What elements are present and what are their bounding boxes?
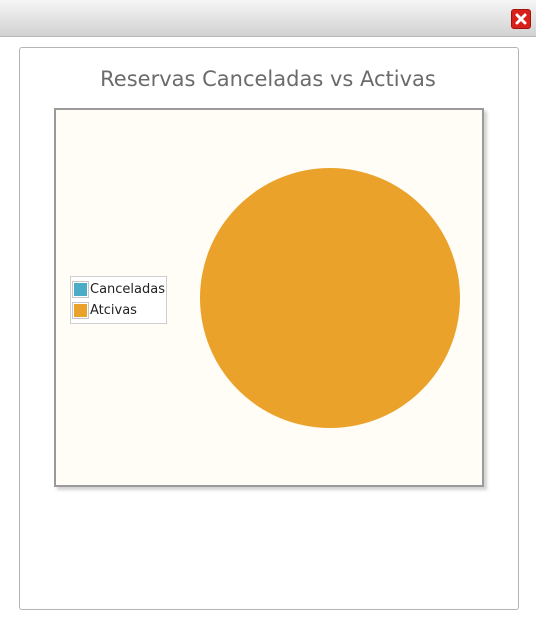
close-button[interactable]: [511, 9, 531, 29]
legend-swatch-canceladas: [72, 281, 89, 298]
legend-item-atcivas: Atcivas: [72, 300, 165, 321]
close-icon: [515, 13, 527, 25]
legend-label-canceladas: Canceladas: [90, 282, 165, 297]
legend-swatch-atcivas: [72, 302, 89, 319]
pie-slice-atcivas: [200, 168, 460, 428]
legend-label-atcivas: Atcivas: [90, 303, 137, 318]
pie-chart: [200, 168, 460, 428]
window-titlebar: [0, 0, 536, 37]
legend: Canceladas Atcivas: [70, 276, 167, 324]
chart-title: Reservas Canceladas vs Activas: [100, 67, 436, 91]
plot-area: Canceladas Atcivas: [54, 108, 484, 487]
legend-item-canceladas: Canceladas: [72, 279, 165, 300]
